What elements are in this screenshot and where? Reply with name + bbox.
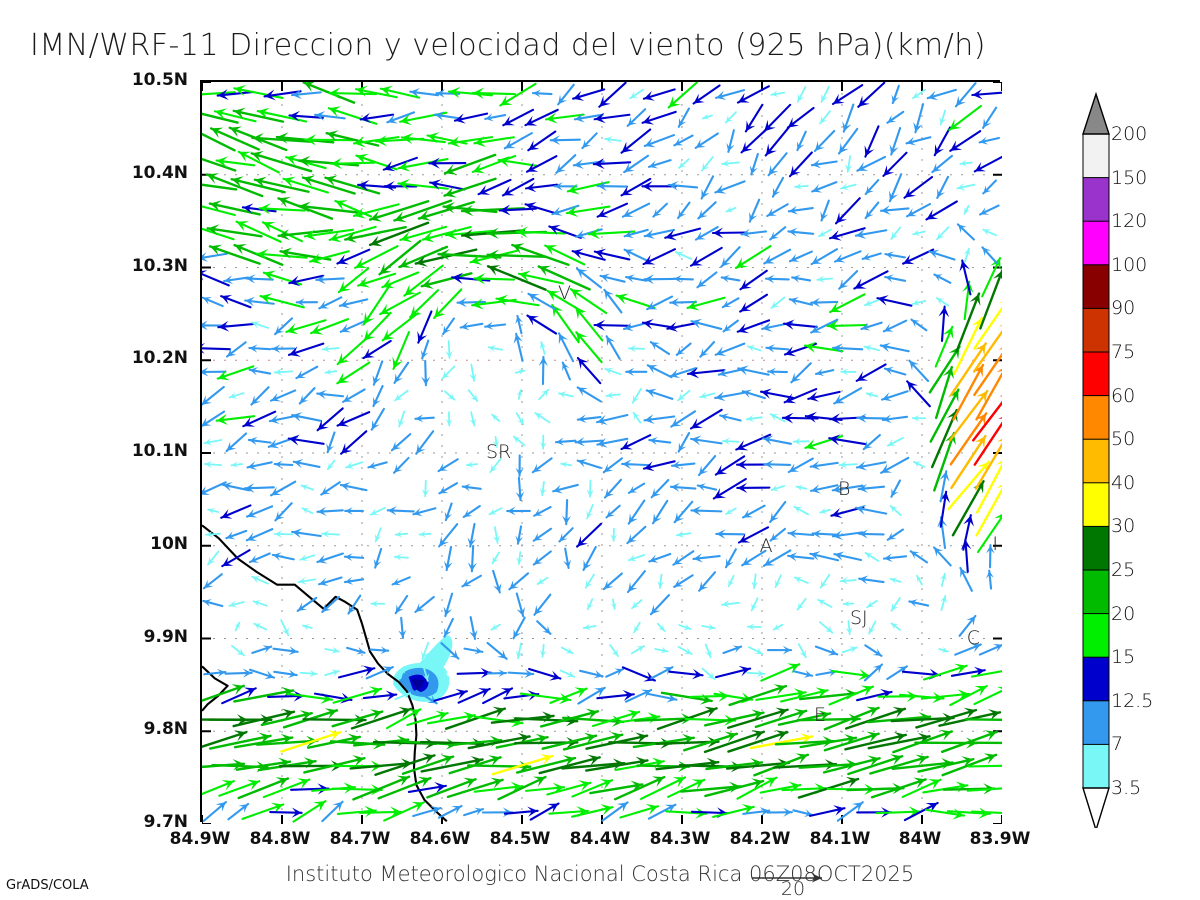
colorbar-label: 3.5 bbox=[1111, 777, 1142, 799]
colorbar-label: 25 bbox=[1111, 559, 1136, 581]
map-label-b: B bbox=[838, 478, 851, 501]
colorbar-label: 20 bbox=[1111, 602, 1136, 625]
x-axis-tick-label: 84W bbox=[898, 829, 942, 849]
colorbar-label: 7 bbox=[1111, 733, 1124, 756]
y-axis-tick-label: 9.9N bbox=[143, 626, 188, 647]
y-axis-tick-label: 10.5N bbox=[131, 70, 188, 90]
colorbar-label: 75 bbox=[1111, 341, 1136, 363]
page-title: IMN/WRF-11 Direccion y velocidad del vie… bbox=[30, 28, 986, 63]
x-axis-tick-label: 84.6W bbox=[409, 829, 471, 849]
map-label-sr: SR bbox=[486, 441, 512, 463]
colorbar-label: 200 bbox=[1111, 123, 1148, 145]
y-axis-tick-label: 10N bbox=[150, 533, 188, 554]
x-axis-tick-label: 84.7W bbox=[329, 829, 391, 849]
map-label-v: V bbox=[558, 282, 571, 305]
reference-vector-arrow bbox=[752, 873, 822, 883]
x-axis-tick-label: 84.1W bbox=[809, 829, 871, 849]
map-label-sj: SJ bbox=[850, 607, 868, 630]
colorbar-label: 12.5 bbox=[1111, 689, 1154, 712]
colorbar-label: 90 bbox=[1111, 297, 1136, 320]
colorbar-label: 150 bbox=[1111, 166, 1148, 189]
colorbar-label: 40 bbox=[1111, 471, 1136, 494]
wind-vector-field bbox=[202, 82, 1002, 824]
colorbar-label: 60 bbox=[1111, 384, 1136, 407]
colorbar-label: 15 bbox=[1111, 646, 1136, 669]
colorbar-label: 50 bbox=[1111, 428, 1136, 451]
reference-vector-label: 20 bbox=[780, 878, 806, 900]
map-label-e: E bbox=[814, 704, 827, 727]
y-axis-tick-label: 10.4N bbox=[131, 162, 188, 183]
x-axis-tick-label: 84.8W bbox=[249, 829, 311, 849]
x-axis-tick-label: 84.5W bbox=[489, 829, 551, 849]
map-label-c: C bbox=[966, 626, 981, 649]
map-label-i: I bbox=[992, 532, 998, 555]
map-plot-area[interactable]: V SR B A I SJ C E bbox=[200, 80, 1002, 824]
x-axis-tick-label: 84.9W bbox=[169, 829, 231, 849]
colorbar-swatches bbox=[1082, 91, 1110, 828]
colorbar-label: 100 bbox=[1111, 253, 1148, 276]
colorbar-label: 120 bbox=[1111, 210, 1148, 233]
y-axis-tick-label: 10.1N bbox=[131, 441, 188, 461]
grads-credit: GrADS/COLA bbox=[6, 878, 89, 893]
colorbar[interactable]: 200 150 120 100 90 75 60 50 40 30 25 20 15 12.5 7 3.5 bbox=[1075, 88, 1195, 828]
y-axis-tick-label: 10.2N bbox=[131, 348, 188, 369]
x-axis-tick-label: 84.4W bbox=[569, 829, 631, 849]
y-axis-tick-label: 10.3N bbox=[131, 255, 188, 276]
y-axis-tick-label: 9.8N bbox=[143, 719, 188, 740]
institute-footer: Instituto Meteorologico Nacional Costa R… bbox=[285, 862, 915, 886]
x-axis-tick-label: 83.9W bbox=[969, 829, 1031, 849]
map-label-a: A bbox=[759, 534, 773, 557]
x-axis-tick-label: 84.2W bbox=[729, 829, 791, 849]
colorbar-label: 30 bbox=[1111, 515, 1136, 538]
y-axis-tick-label: 9.7N bbox=[143, 812, 188, 832]
x-axis-tick-label: 84.3W bbox=[649, 829, 711, 849]
